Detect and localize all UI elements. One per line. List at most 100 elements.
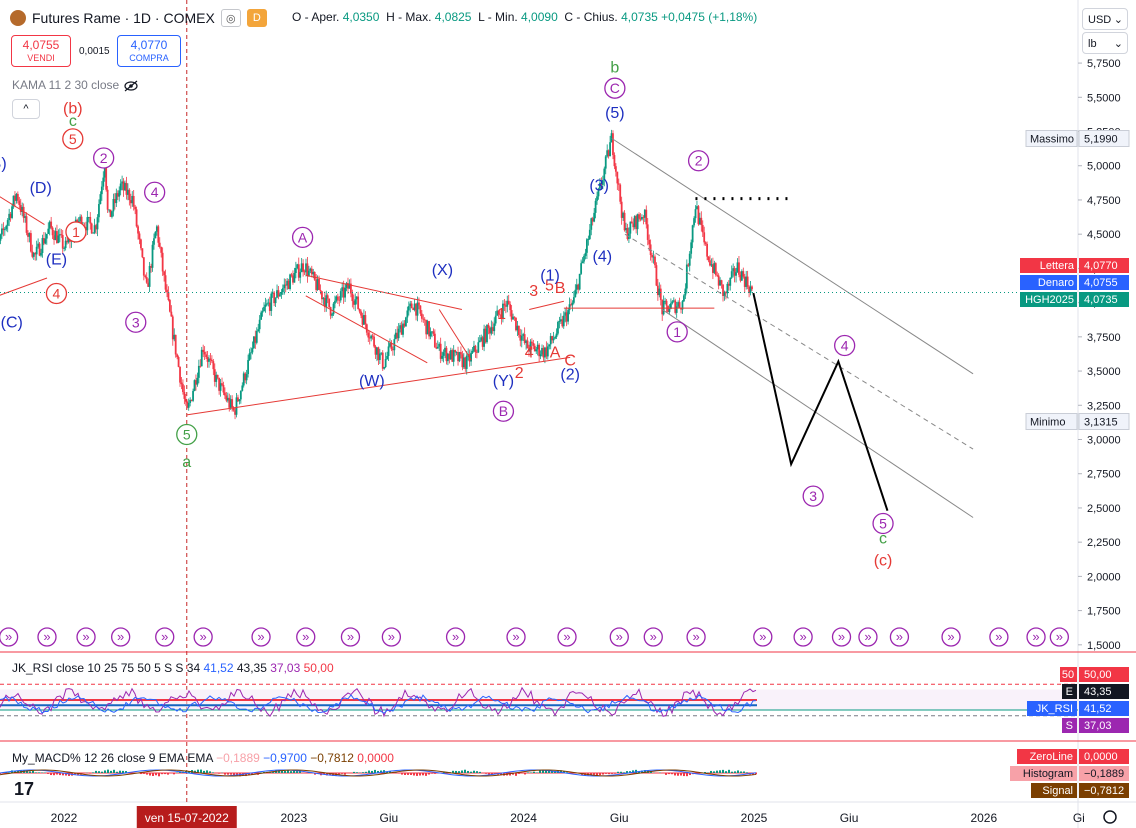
candle-body xyxy=(349,283,352,294)
kama-indicator-label[interactable]: KAMA 11 2 30 close xyxy=(12,78,139,92)
candle-body xyxy=(409,303,412,307)
candle-body xyxy=(397,328,400,339)
candle-body xyxy=(215,374,218,382)
triangle-line xyxy=(529,300,564,310)
candle-body xyxy=(6,220,9,226)
delayed-data-badge[interactable]: D xyxy=(246,9,267,27)
candle-body xyxy=(47,228,50,234)
wave-label: 1 xyxy=(673,324,681,340)
candle-body xyxy=(203,351,206,355)
candle-body xyxy=(354,299,357,305)
hide-eye-icon[interactable] xyxy=(123,80,139,92)
candle-body xyxy=(488,327,491,334)
wave-label: A xyxy=(298,229,308,245)
candle-body xyxy=(200,349,203,367)
candle-body xyxy=(166,289,168,293)
wave-label: 2 xyxy=(515,365,524,382)
macd-legend[interactable]: My_MACD% 12 26 close 9 EMA EMA −0,1889 −… xyxy=(12,751,394,765)
candle-body xyxy=(638,214,640,219)
candle-body xyxy=(182,384,184,393)
candle-body xyxy=(548,344,551,347)
candle-body xyxy=(557,322,559,334)
candle-body xyxy=(271,292,274,294)
candle-body xyxy=(577,284,580,290)
candle-body xyxy=(694,209,697,219)
candle-body xyxy=(176,354,179,358)
wave-label: 3 xyxy=(529,283,538,300)
candle-body xyxy=(716,274,719,276)
candle-body xyxy=(599,182,601,189)
candle-body xyxy=(205,354,207,358)
x-tick-label: Giu xyxy=(380,811,399,825)
candle-body xyxy=(238,399,241,402)
wave-label: c xyxy=(879,531,887,548)
y-tick-label: 3,5000 xyxy=(1087,366,1121,378)
wave-label: 3 xyxy=(132,314,140,330)
candle-body xyxy=(187,402,190,408)
candles xyxy=(0,129,753,420)
wave-circle xyxy=(687,150,710,172)
rsi-tag-label: E xyxy=(1066,686,1073,698)
spread-value: 0,0015 xyxy=(79,46,110,57)
candle-body xyxy=(67,237,70,243)
candle-body xyxy=(35,246,38,255)
level-label-bg xyxy=(1025,413,1078,430)
unit-select[interactable]: lb ⌄ xyxy=(1082,32,1128,54)
event-marker xyxy=(340,627,361,647)
candle-body xyxy=(629,221,632,234)
event-marker-icon: » xyxy=(302,629,309,644)
wave-label: B xyxy=(499,403,508,419)
level-label-bg xyxy=(1025,130,1078,147)
candle-body xyxy=(98,204,100,218)
candle-body xyxy=(111,211,113,217)
candle-body xyxy=(526,340,529,349)
candle-body xyxy=(61,235,64,249)
target-icon[interactable]: ◎ xyxy=(220,9,241,27)
candle-body xyxy=(477,342,480,353)
candle-body xyxy=(21,206,24,212)
candle-body xyxy=(714,263,717,275)
candle-body xyxy=(14,195,16,201)
x-tick-label: 2025 xyxy=(741,811,768,825)
candle-body xyxy=(28,233,31,237)
candle-body xyxy=(580,263,583,274)
candle-body xyxy=(108,209,110,211)
candle-body xyxy=(121,181,124,184)
candle-body xyxy=(34,252,37,255)
candle-body xyxy=(688,253,691,266)
currency-select[interactable]: USD ⌄ xyxy=(1082,8,1128,30)
candle-body xyxy=(266,303,268,305)
wave-label: 5 xyxy=(879,515,887,531)
sell-button[interactable]: 4,0755 VENDI xyxy=(11,35,71,67)
candle-body xyxy=(122,181,125,191)
wave-label: (5) xyxy=(605,105,625,122)
candle-body xyxy=(251,348,254,353)
event-marker xyxy=(643,627,663,647)
candle-body xyxy=(93,225,96,233)
candle-body xyxy=(470,352,472,362)
candle-body xyxy=(273,292,276,304)
macd-tag-value-bg xyxy=(1079,749,1129,764)
candle-body xyxy=(433,333,436,348)
candle-body xyxy=(254,336,257,343)
candle-body xyxy=(280,292,283,295)
candle-body xyxy=(325,295,328,308)
candle-body xyxy=(593,212,596,222)
candle-body xyxy=(536,344,539,350)
candle-body xyxy=(460,352,462,355)
rsi-legend[interactable]: JK_RSI close 10 25 75 50 5 S S 34 41,52 … xyxy=(12,661,334,675)
candle-body xyxy=(103,167,106,178)
symbol-title[interactable]: Futures Rame · 1D · COMEX xyxy=(32,10,215,26)
candle-body xyxy=(294,268,297,274)
candle-body xyxy=(44,238,47,244)
candle-body xyxy=(48,221,51,229)
candle-body xyxy=(106,189,109,210)
candle-body xyxy=(89,217,92,224)
y-tick-label: 4,7500 xyxy=(1087,195,1121,207)
buy-button[interactable]: 4,0770 COMPRA xyxy=(117,35,181,67)
wave-label: 4 xyxy=(151,184,159,200)
candle-body xyxy=(140,239,142,249)
event-marker-icon: » xyxy=(563,629,570,644)
collapse-legend-button[interactable]: ^ xyxy=(12,99,40,119)
candle-body xyxy=(729,277,732,286)
